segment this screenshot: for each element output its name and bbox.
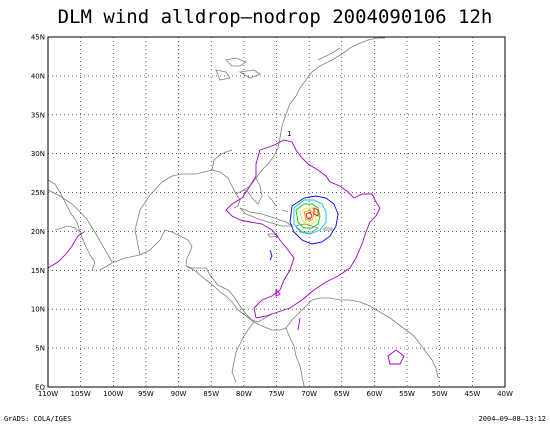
lon-tick-label: 85W [203,390,219,398]
contour-blue [289,195,339,245]
lat-tick-label: 15N [31,267,45,275]
lon-tick-label: 70W [301,390,317,398]
lon-tick-label: 60W [367,390,383,398]
lon-tick-label: 110W [38,390,58,398]
contour-green [295,203,321,229]
lat-tick-label: EQ [35,384,45,392]
lon-tick-label: 55W [399,390,415,398]
lat-tick-label: 45N [31,34,45,42]
contour-cyan [293,199,327,235]
lat-tick-label: 5N [35,345,45,353]
lon-tick-label: 40W [497,390,513,398]
lat-tick-label: 10N [31,306,45,314]
lon-tick-label: 100W [103,390,123,398]
lat-lon-grid [48,37,505,387]
lat-tick-label: 35N [31,111,45,119]
lon-tick-label: 95W [138,390,154,398]
contour-outer-small [387,349,405,365]
lon-tick-label: 50W [432,390,448,398]
lat-tick-label: 25N [31,189,45,197]
lon-tick-label: 80W [236,390,252,398]
contour-red [305,207,319,220]
lon-tick-label: 65W [334,390,350,398]
map-frame [47,36,506,388]
contour-label: 1 [287,130,291,138]
wind-difference-contours [47,139,405,365]
lat-tick-labels: EQ 5N 10N 15N 20N 25N 30N 35N 40N 45N [31,34,46,392]
contour-orange [303,209,315,221]
lat-tick-label: 20N [31,228,45,236]
contour-outer-tail [47,231,301,331]
contour-outer [225,139,381,319]
lon-tick-labels: 110W 105W 100W 95W 90W 85W 80W 75W 70W 65W 60W 55W 5… [38,390,513,398]
lon-tick-label: 75W [269,390,285,398]
coastlines [47,37,439,387]
contour-yellow [299,207,317,225]
contour-purple-small [275,288,281,297]
lon-tick-label: 90W [171,390,187,398]
footer-credit: GrADS: COLA/IGES [4,415,72,423]
lat-tick-label: 40N [31,72,45,80]
contour-blue-left [269,249,273,261]
map-title: DLM wind alldrop–nodrop 2004090106 12h [57,6,493,28]
lon-tick-label: 45W [464,390,480,398]
footer-timestamp: 2004–09–08–13:12 [478,415,546,423]
lat-tick-label: 30N [31,150,45,158]
lon-tick-label: 105W [70,390,90,398]
